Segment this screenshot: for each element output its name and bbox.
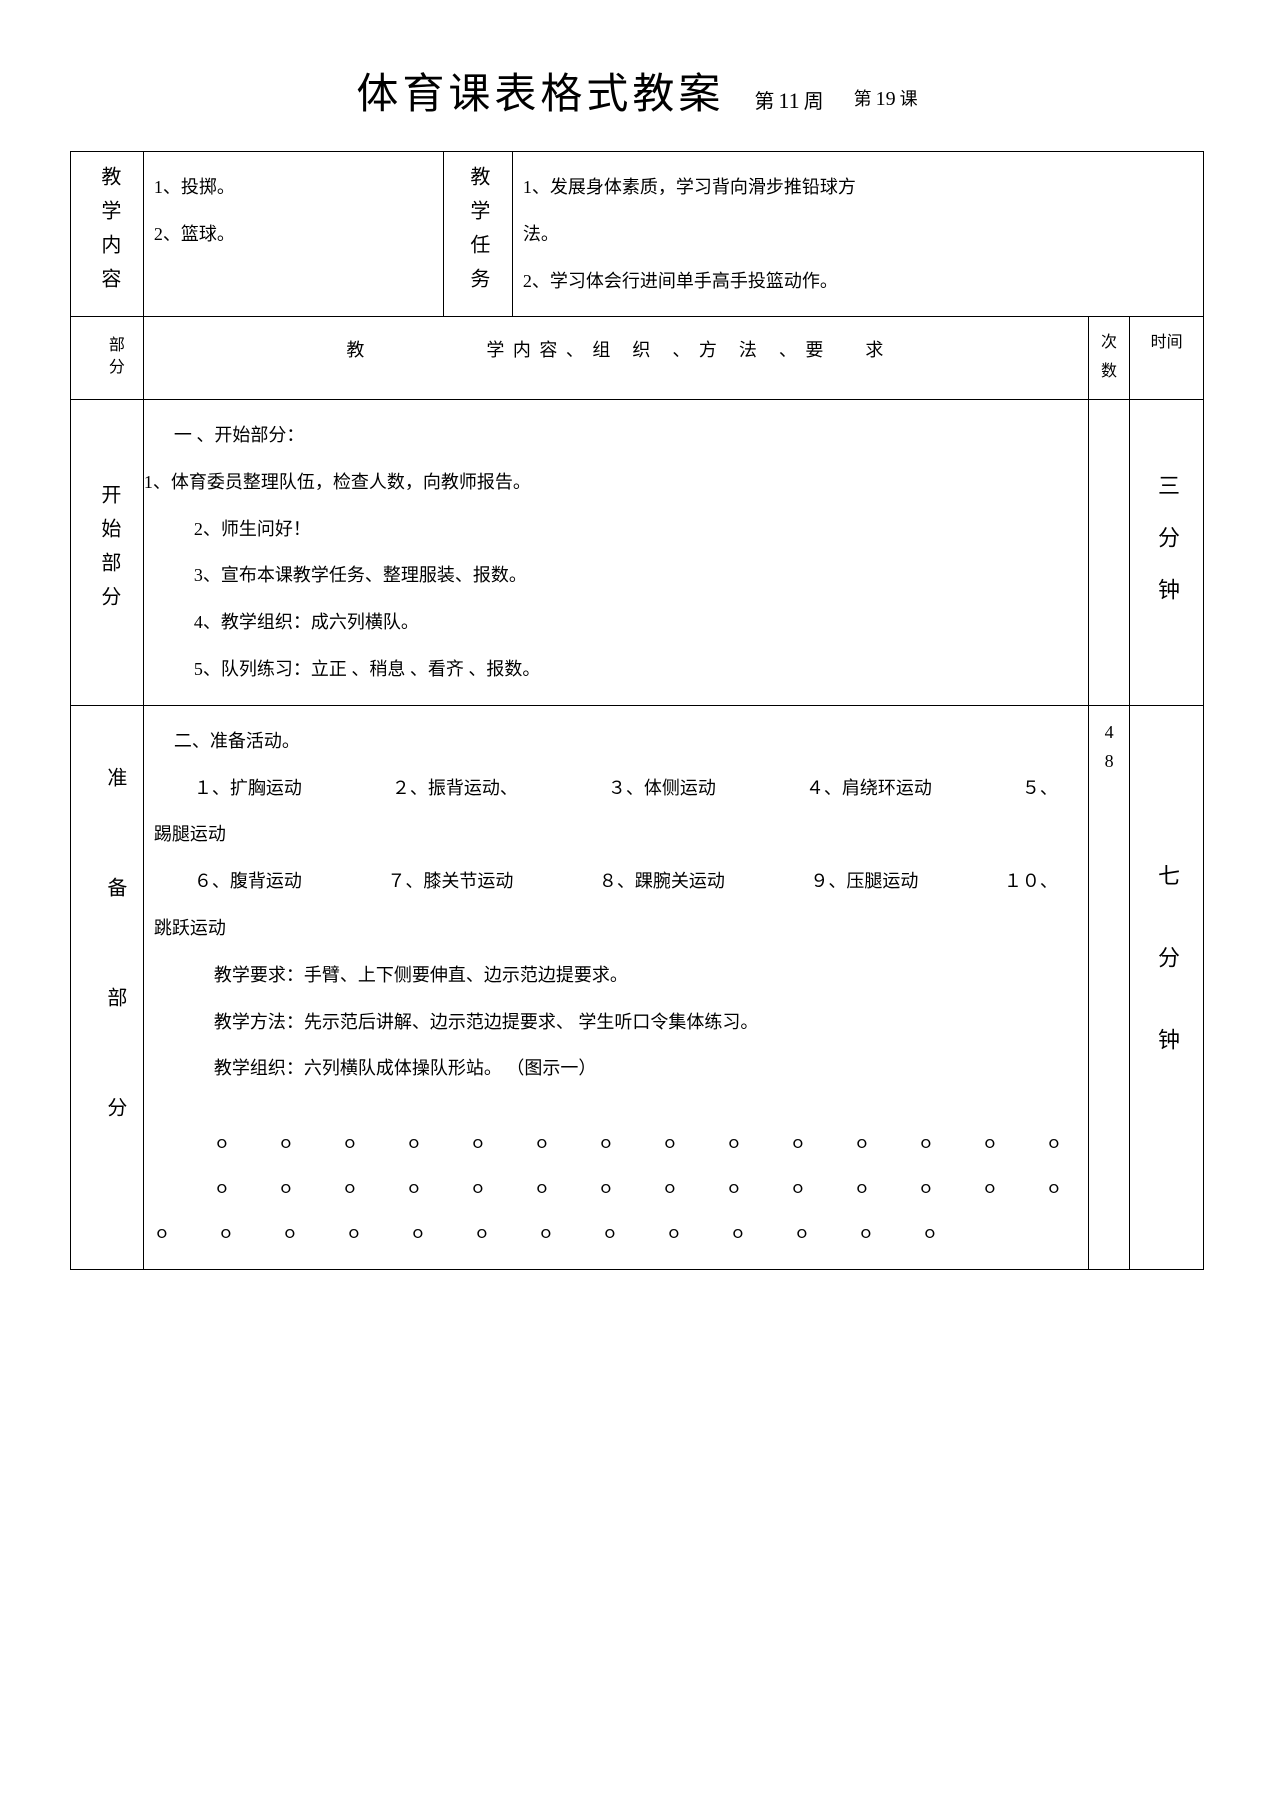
start-time: 三分钟 <box>1130 399 1204 705</box>
exercise-7: ７、膝关节运动 <box>387 858 513 905</box>
lesson-plan-table: 教学内容 1、投掷。 2、篮球。 教学任务 1、发展身体素质，学习背向滑步推铅球… <box>70 151 1204 1270</box>
lesson-suffix: 课 <box>900 85 918 111</box>
formation-row-3: ｏ ｏ ｏ ｏ ｏ ｏ ｏ ｏ ｏ ｏ ｏ ｏ ｏ <box>154 1212 1078 1257</box>
prep-organization: 教学组织：六列横队成体操队形站。 （图示一） <box>154 1045 1078 1092</box>
formation-row-2: ｏ ｏ ｏ ｏ ｏ ｏ ｏ ｏ ｏ ｏ ｏ ｏ ｏ ｏ <box>154 1167 1078 1212</box>
week-suffix: 周 <box>804 85 824 114</box>
teaching-content-cell: 1、投掷。 2、篮球。 <box>143 152 443 317</box>
formation-diagram: ｏ ｏ ｏ ｏ ｏ ｏ ｏ ｏ ｏ ｏ ｏ ｏ ｏ ｏ ｏ ｏ ｏ ｏ ｏ ｏ … <box>154 1122 1078 1256</box>
exercise-1: １、扩胸运动 <box>194 765 302 812</box>
exercise-4: ４、肩绕环运动 <box>806 765 932 812</box>
prep-heading: 二、准备活动。 <box>154 718 1078 765</box>
prep-requirement: 教学要求：手臂、上下侧要伸直、边示范边提要求。 <box>154 952 1078 999</box>
week-lesson-info: 第 11 周 第 19 课 <box>754 85 917 114</box>
task-line-2: 法。 <box>523 211 1193 258</box>
time-header: 时间 <box>1130 317 1204 400</box>
teaching-task-cell: 1、发展身体素质，学习背向滑步推铅球方 法。 2、学习体会行进间单手高手投篮动作… <box>512 152 1203 317</box>
title-row: 体育课表格式教案 第 11 周 第 19 课 <box>70 60 1204 121</box>
content-item-2: 2、篮球。 <box>154 211 433 258</box>
count-header: 次数 <box>1088 317 1129 400</box>
exercise-10: １０、 <box>1004 858 1058 905</box>
exercise-10b: 跳跃运动 <box>154 905 1078 952</box>
teaching-task-label: 教学任务 <box>443 152 512 317</box>
prep-section-label: 准备部分 <box>71 705 144 1269</box>
exercise-3: ３、体侧运动 <box>608 765 716 812</box>
lesson-number: 19 <box>872 88 900 111</box>
start-line-3: 3、宣布本课教学任务、整理服装、报数。 <box>154 552 1078 599</box>
start-heading: 一 、开始部分： <box>154 412 1078 459</box>
prep-count-8: 8 <box>1099 747 1119 776</box>
main-title: 体育课表格式教案 <box>356 60 724 121</box>
start-line-1: 1、体育委员整理队伍，检查人数，向教师报告。 <box>144 459 1078 506</box>
exercise-6: ６、腹背运动 <box>194 858 302 905</box>
exercise-5b: 踢腿运动 <box>154 811 1078 858</box>
start-section-label: 开始部分 <box>71 399 144 705</box>
teaching-content-label: 教学内容 <box>71 152 144 317</box>
prep-count-4: 4 <box>1099 718 1119 747</box>
prep-method: 教学方法：先示范后讲解、边示范边提要求、 学生听口令集体练习。 <box>154 999 1078 1046</box>
week-number: 11 <box>774 88 803 114</box>
task-line-3: 2、学习体会行进间单手高手投篮动作。 <box>523 258 1193 305</box>
formation-row-1: ｏ ｏ ｏ ｏ ｏ ｏ ｏ ｏ ｏ ｏ ｏ ｏ ｏ ｏ <box>154 1122 1078 1167</box>
content-header: 教 学 内 容 、 组 织 、 方 法 、 要 求 <box>143 317 1088 400</box>
start-count <box>1088 399 1129 705</box>
start-line-2: 2、师生问好！ <box>154 506 1078 553</box>
week-prefix: 第 <box>754 85 774 114</box>
start-section-content: 一 、开始部分： 1、体育委员整理队伍，检查人数，向教师报告。 2、师生问好！ … <box>143 399 1088 705</box>
prep-count: 4 8 <box>1088 705 1129 1269</box>
lesson-prefix: 第 <box>854 85 872 111</box>
exercise-5: ５、 <box>1022 765 1058 812</box>
prep-section-content: 二、准备活动。 １、扩胸运动 ２、振背运动、 ３、体侧运动 ４、肩绕环运动 ５、… <box>143 705 1088 1269</box>
task-line-1: 1、发展身体素质，学习背向滑步推铅球方 <box>523 164 1193 211</box>
exercise-2: ２、振背运动、 <box>392 765 518 812</box>
section-label: 部分 <box>71 317 144 400</box>
content-item-1: 1、投掷。 <box>154 164 433 211</box>
exercise-8: ８、踝腕关运动 <box>599 858 725 905</box>
start-line-4: 4、教学组织：成六列横队。 <box>154 599 1078 646</box>
prep-time: 七分钟 <box>1130 705 1204 1269</box>
start-line-5: 5、队列练习：立正 、稍息 、看齐 、报数。 <box>154 646 1078 693</box>
exercise-9: ９、压腿运动 <box>810 858 918 905</box>
